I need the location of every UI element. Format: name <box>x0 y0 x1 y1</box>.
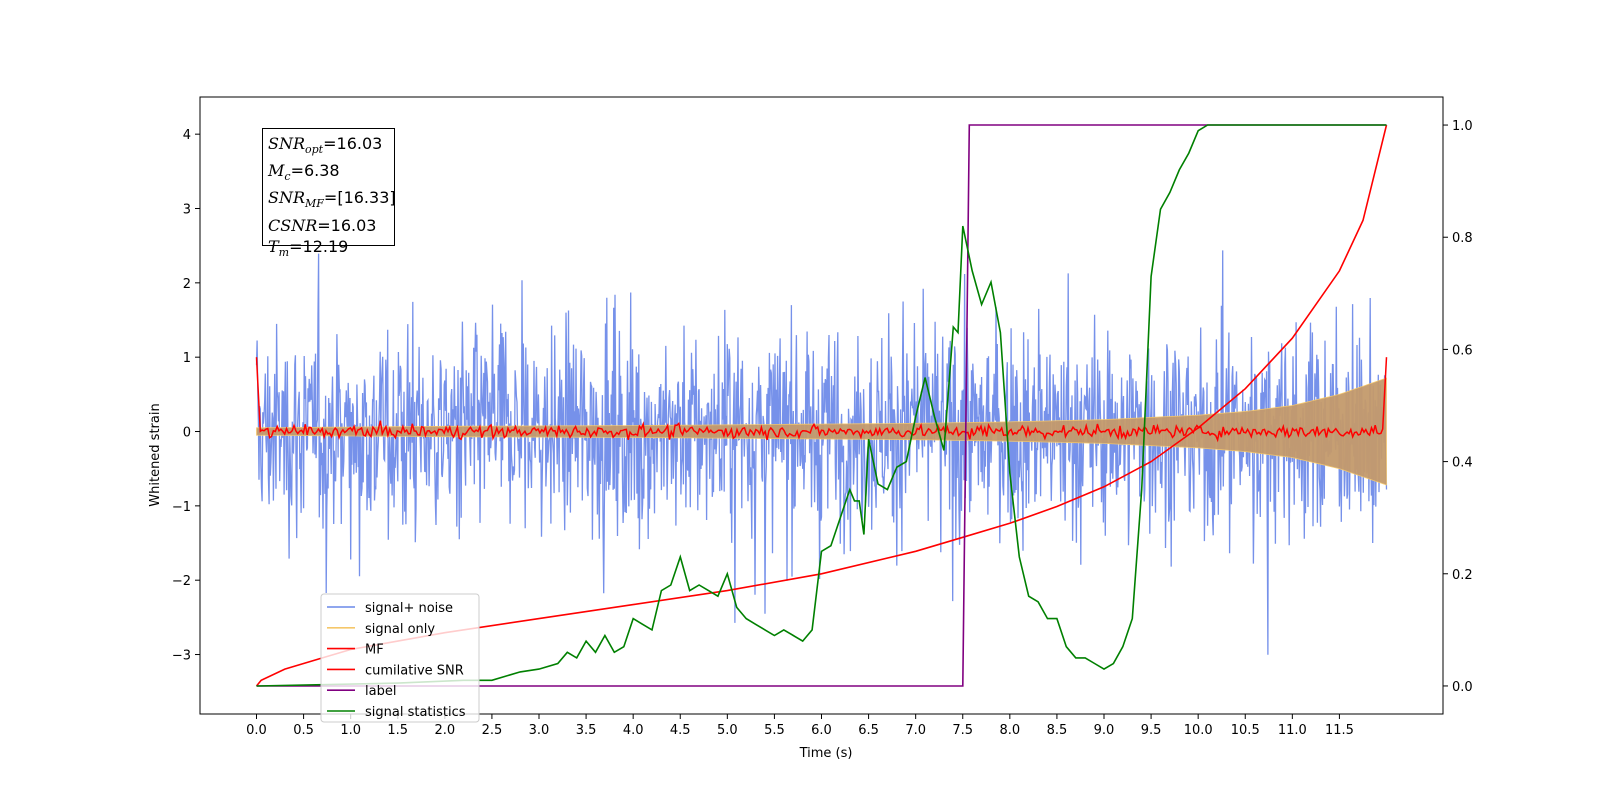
x-tick-label: 3.5 <box>576 723 597 738</box>
x-tick-label: 10.5 <box>1231 723 1260 738</box>
annotation-line: SNRopt=16.03 <box>268 134 383 157</box>
annotation-line: SNRMF=[16.33] <box>268 188 396 211</box>
legend-item: cumilative SNR <box>365 663 464 678</box>
x-tick-label: 3.0 <box>529 723 550 738</box>
y-right-tick-label: 0.8 <box>1452 231 1473 246</box>
x-tick-label: 8.0 <box>999 723 1020 738</box>
x-tick-label: 0.5 <box>293 723 314 738</box>
y-left-tick-label: 3 <box>183 203 191 218</box>
x-tick-label: 5.0 <box>717 723 738 738</box>
y-right-tick-label: 0.4 <box>1452 456 1473 471</box>
x-tick-label: 6.5 <box>858 723 879 738</box>
y-left-tick-label: −1 <box>172 500 191 515</box>
series-mf <box>255 357 1388 443</box>
y-left-tick-label: 0 <box>183 426 191 441</box>
annotation-line: Mc=6.38 <box>268 161 340 184</box>
y-left-tick-label: −2 <box>172 574 191 589</box>
x-tick-label: 2.5 <box>482 723 503 738</box>
x-tick-label: 6.0 <box>811 723 832 738</box>
x-tick-label: 10.0 <box>1184 723 1213 738</box>
annotation-line: Tm=12.19 <box>268 236 349 259</box>
x-tick-label: 9.5 <box>1141 723 1162 738</box>
x-tick-label: 9.0 <box>1094 723 1115 738</box>
x-tick-label: 11.0 <box>1278 723 1307 738</box>
x-tick-label: 0.0 <box>246 723 267 738</box>
annotation-box: SNRopt=16.03 Mc=6.38 SNRMF=[16.33] CSNR=… <box>262 128 396 259</box>
annotation-line: CSNR=16.03 <box>268 215 377 235</box>
y-left-tick-label: 4 <box>183 128 191 143</box>
x-tick-label: 8.5 <box>1047 723 1068 738</box>
legend-item: label <box>365 684 396 699</box>
y-axis-label: Whitened strain <box>148 403 163 506</box>
series-label <box>256 124 1387 687</box>
legend-item: signal statistics <box>365 705 466 720</box>
legend-item: signal+ noise <box>365 601 453 616</box>
plot-area <box>255 124 1388 687</box>
y-right-tick-label: 1.0 <box>1452 119 1473 134</box>
x-tick-label: 7.5 <box>952 723 973 738</box>
x-tick-label: 4.5 <box>670 723 691 738</box>
legend-item: MF <box>365 643 384 658</box>
y-right-tick-label: 0.6 <box>1452 343 1473 358</box>
x-tick-label: 5.5 <box>764 723 785 738</box>
x-tick-label: 1.0 <box>340 723 361 738</box>
y-left-tick-label: 1 <box>183 351 191 366</box>
legend-box <box>320 593 480 723</box>
series-signal-statistics <box>256 124 1387 687</box>
x-tick-label: 1.5 <box>387 723 408 738</box>
x-tick-label: 2.0 <box>434 723 455 738</box>
x-axis-label: Time (s) <box>799 746 853 761</box>
legend: signal+ noise signal only MF cumilative SNR… <box>320 593 480 723</box>
y-right-tick-label: 0.2 <box>1452 568 1473 583</box>
series-signal-noise <box>255 250 1388 655</box>
y-left-tick-label: 2 <box>183 277 191 292</box>
x-tick-label: 11.5 <box>1325 723 1354 738</box>
legend-item: signal only <box>365 622 435 637</box>
y-right-tick-label: 0.0 <box>1452 680 1473 695</box>
x-tick-label: 4.0 <box>623 723 644 738</box>
x-tick-label: 7.0 <box>905 723 926 738</box>
axes: 0.0 0.5 1.0 1.5 2.0 2.5 3.0 3.5 4.0 4.5 5.0 5.5 6.0 6… <box>172 96 1473 738</box>
y-left-tick-label: −3 <box>172 649 191 664</box>
